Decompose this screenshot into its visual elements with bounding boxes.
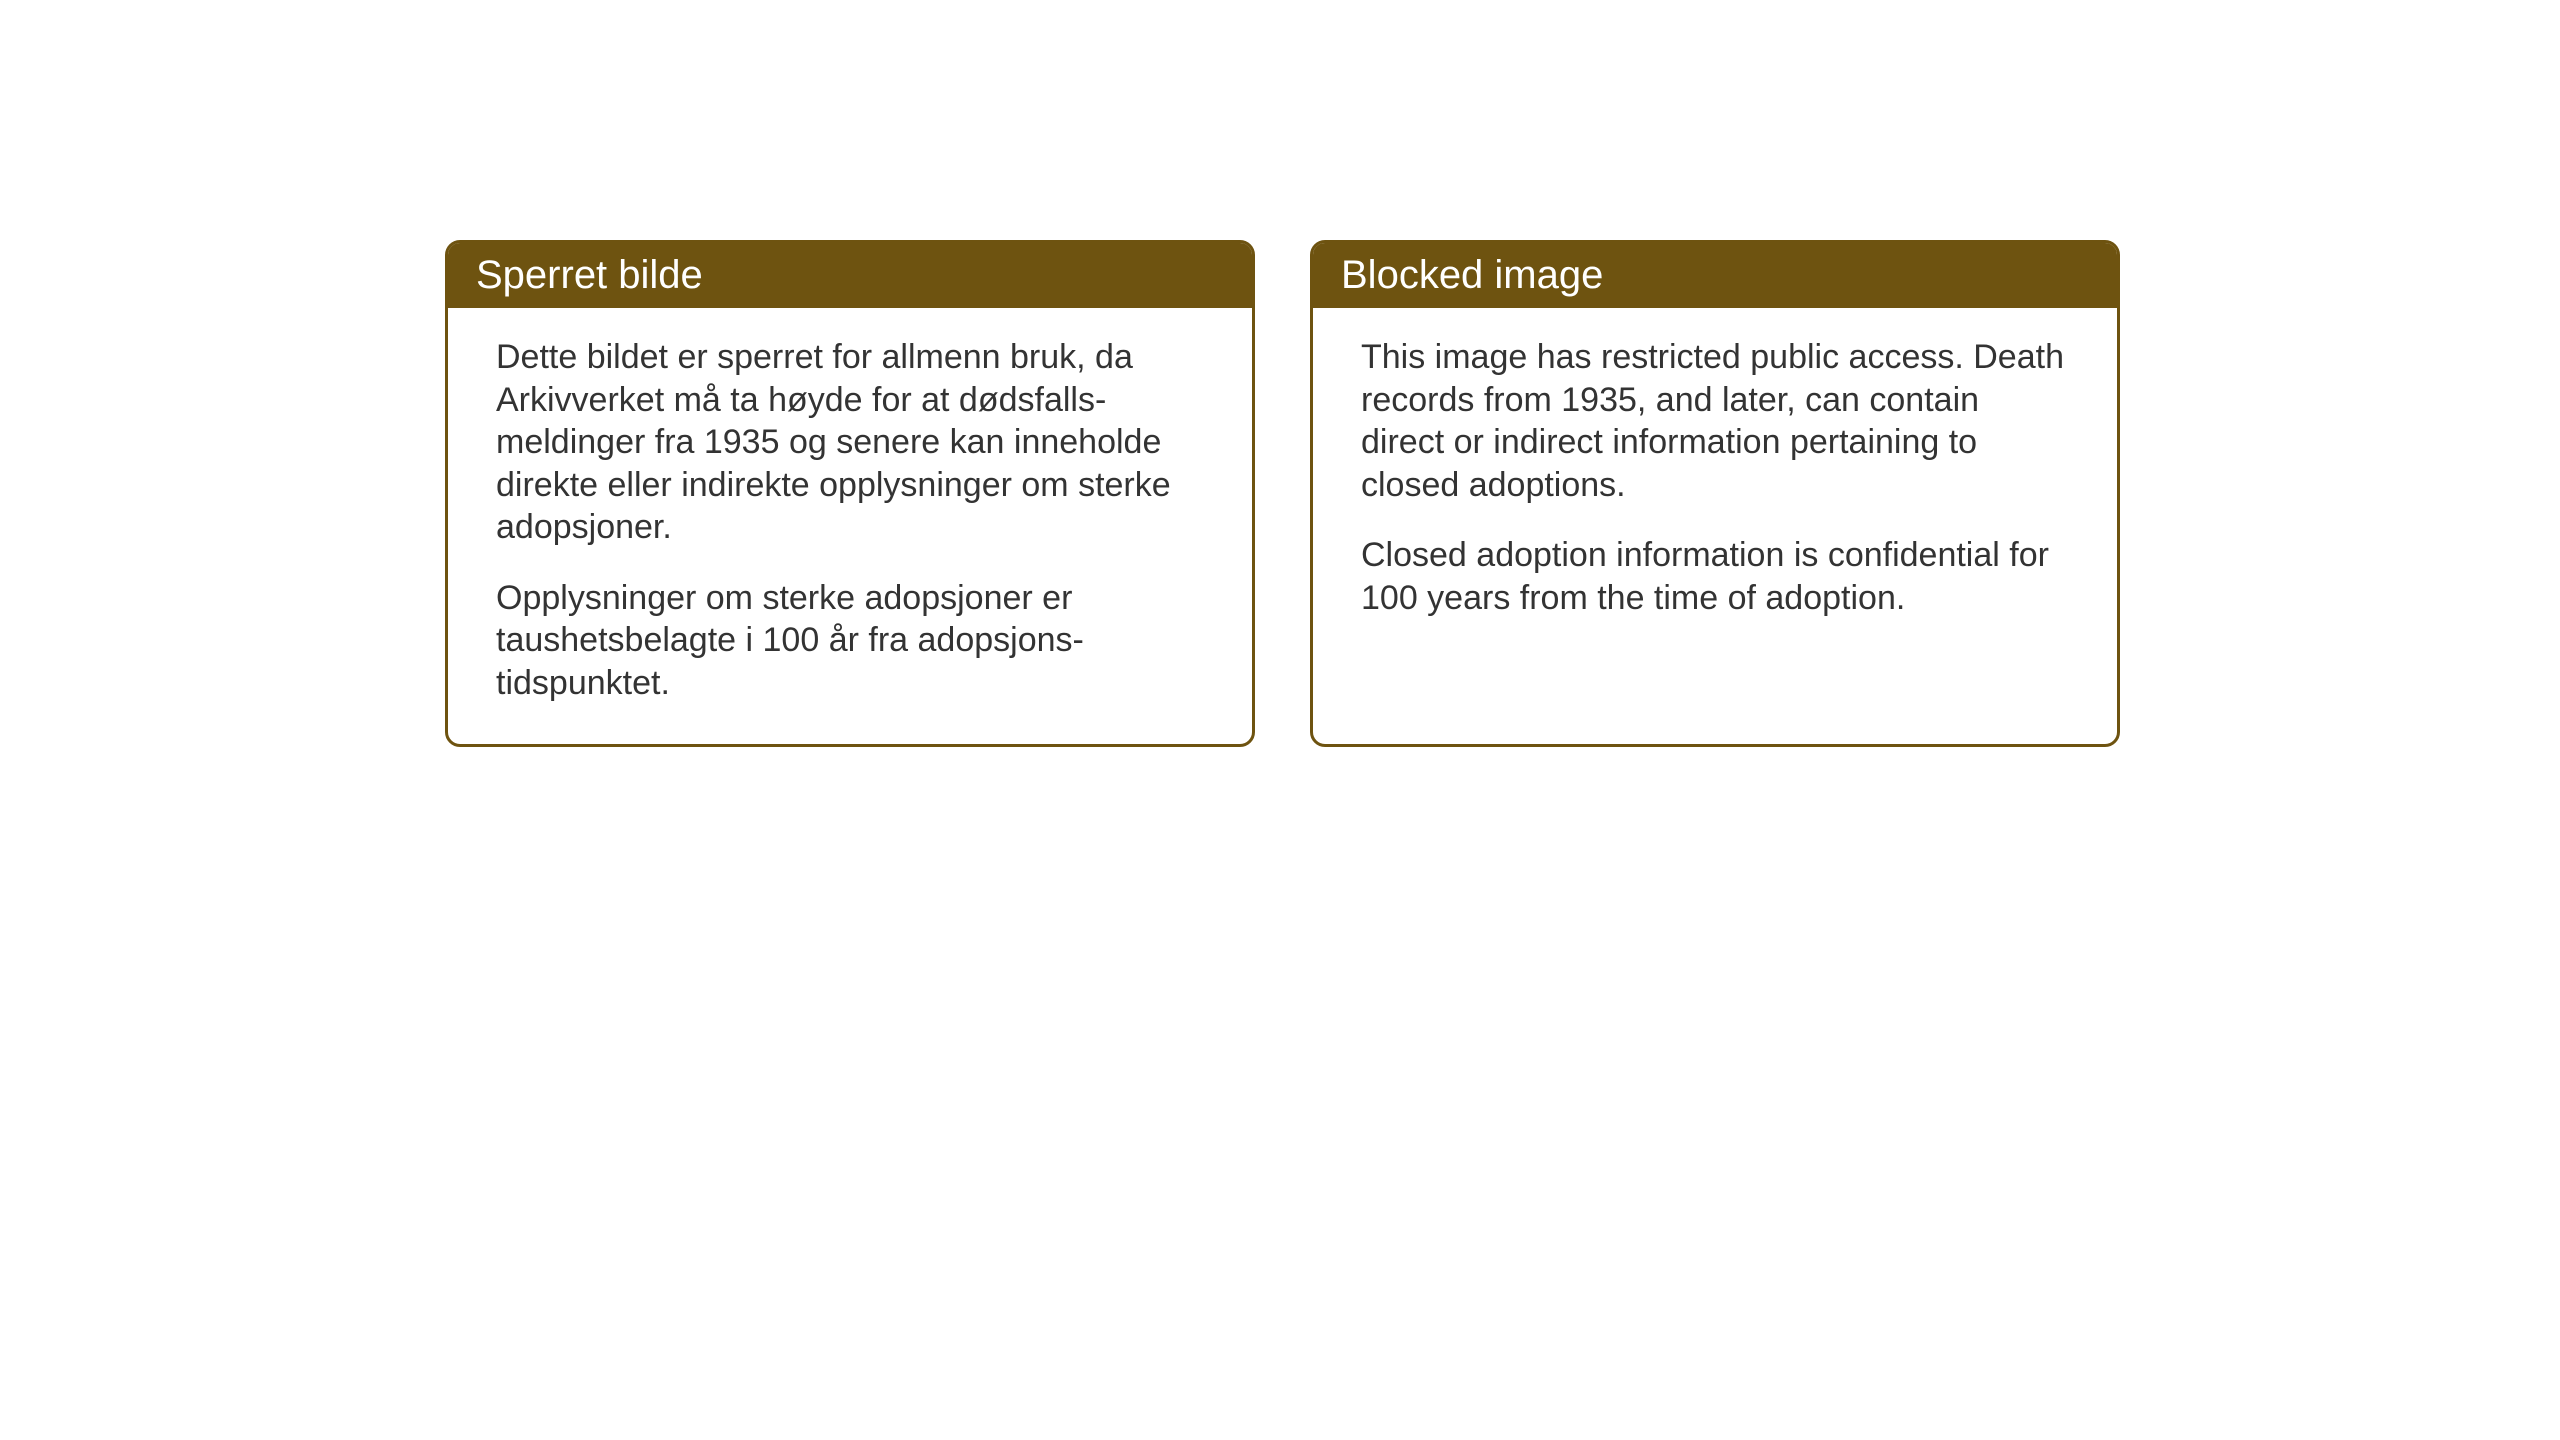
english-card-header: Blocked image xyxy=(1313,243,2117,308)
norwegian-card-header: Sperret bilde xyxy=(448,243,1252,308)
norwegian-paragraph-2: Opplysninger om sterke adopsjoner er tau… xyxy=(496,577,1204,705)
notice-container: Sperret bilde Dette bildet er sperret fo… xyxy=(445,240,2120,747)
english-card-body: This image has restricted public access.… xyxy=(1313,308,2117,659)
norwegian-card-title: Sperret bilde xyxy=(476,253,703,297)
english-paragraph-2: Closed adoption information is confident… xyxy=(1361,534,2069,619)
english-paragraph-1: This image has restricted public access.… xyxy=(1361,336,2069,506)
english-card-title: Blocked image xyxy=(1341,253,1603,297)
norwegian-card-body: Dette bildet er sperret for allmenn bruk… xyxy=(448,308,1252,744)
norwegian-notice-card: Sperret bilde Dette bildet er sperret fo… xyxy=(445,240,1255,747)
norwegian-paragraph-1: Dette bildet er sperret for allmenn bruk… xyxy=(496,336,1204,549)
english-notice-card: Blocked image This image has restricted … xyxy=(1310,240,2120,747)
